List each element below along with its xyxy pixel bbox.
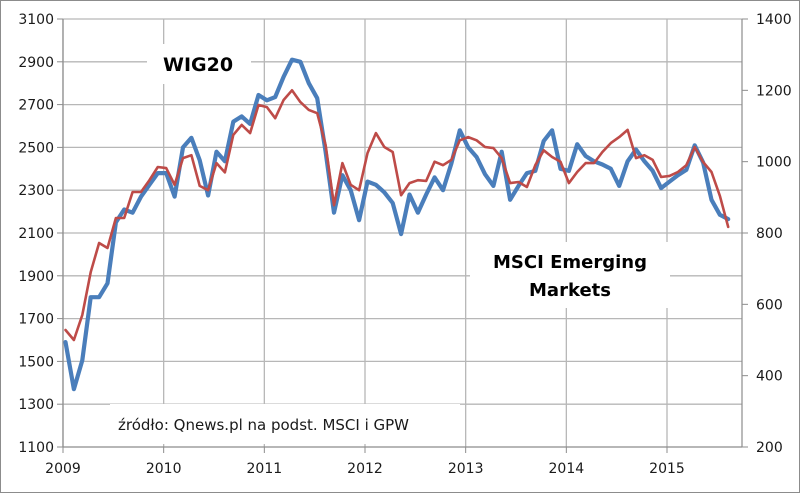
series-lines [63,57,731,392]
right-axis-ticks: 200 400 600 800 1000 1200 1400 [756,12,792,456]
left-axis-ticks: 1100 1300 1500 1700 1900 2100 2300 2500 2700 2900… [18,12,54,456]
left-tick-label: 2700 [18,98,54,114]
wig20-label: WIG20 [163,54,233,76]
x-tick-label: 2013 [448,461,484,477]
wig20-series-line [63,57,731,392]
msci-label-line1: MSCI Emerging [493,252,647,273]
left-tick-label: 2100 [18,226,54,242]
label-boxes [110,44,670,444]
left-tick-label: 3100 [18,12,54,28]
left-tick-label: 2900 [18,55,54,71]
right-tick-label: 600 [756,297,783,313]
x-tick-label: 2012 [347,461,383,477]
right-tick-label: 1400 [756,12,792,28]
right-tick-label: 1000 [756,155,792,171]
x-axis-ticks: 2009 2010 2011 2012 2013 2014 2015 [45,461,685,477]
source-box [110,404,460,444]
right-tick-label: 1200 [756,83,792,99]
x-tick-label: 2011 [247,461,283,477]
axes [57,18,748,453]
left-tick-label: 1900 [18,269,54,285]
source-note: źródło: Qnews.pl na podst. MSCI i GPW [118,416,409,434]
left-tick-label: 1500 [18,354,54,370]
left-tick-label: 2500 [18,140,54,156]
left-tick-label: 1300 [18,397,54,413]
msci-label-line2: Markets [529,280,611,301]
wig20-label-box [147,44,251,84]
msci-series-line [64,89,730,342]
right-tick-label: 400 [756,369,783,385]
right-tick-label: 200 [756,440,783,456]
x-tick-label: 2009 [45,461,81,477]
left-tick-label: 1100 [18,440,54,456]
left-tick-label: 1700 [18,312,54,328]
x-tick-label: 2014 [549,461,585,477]
msci-label-box [470,242,670,308]
left-tick-label: 2300 [18,183,54,199]
x-tick-label: 2010 [146,461,182,477]
right-tick-label: 800 [756,226,783,242]
x-tick-label: 2015 [649,461,685,477]
